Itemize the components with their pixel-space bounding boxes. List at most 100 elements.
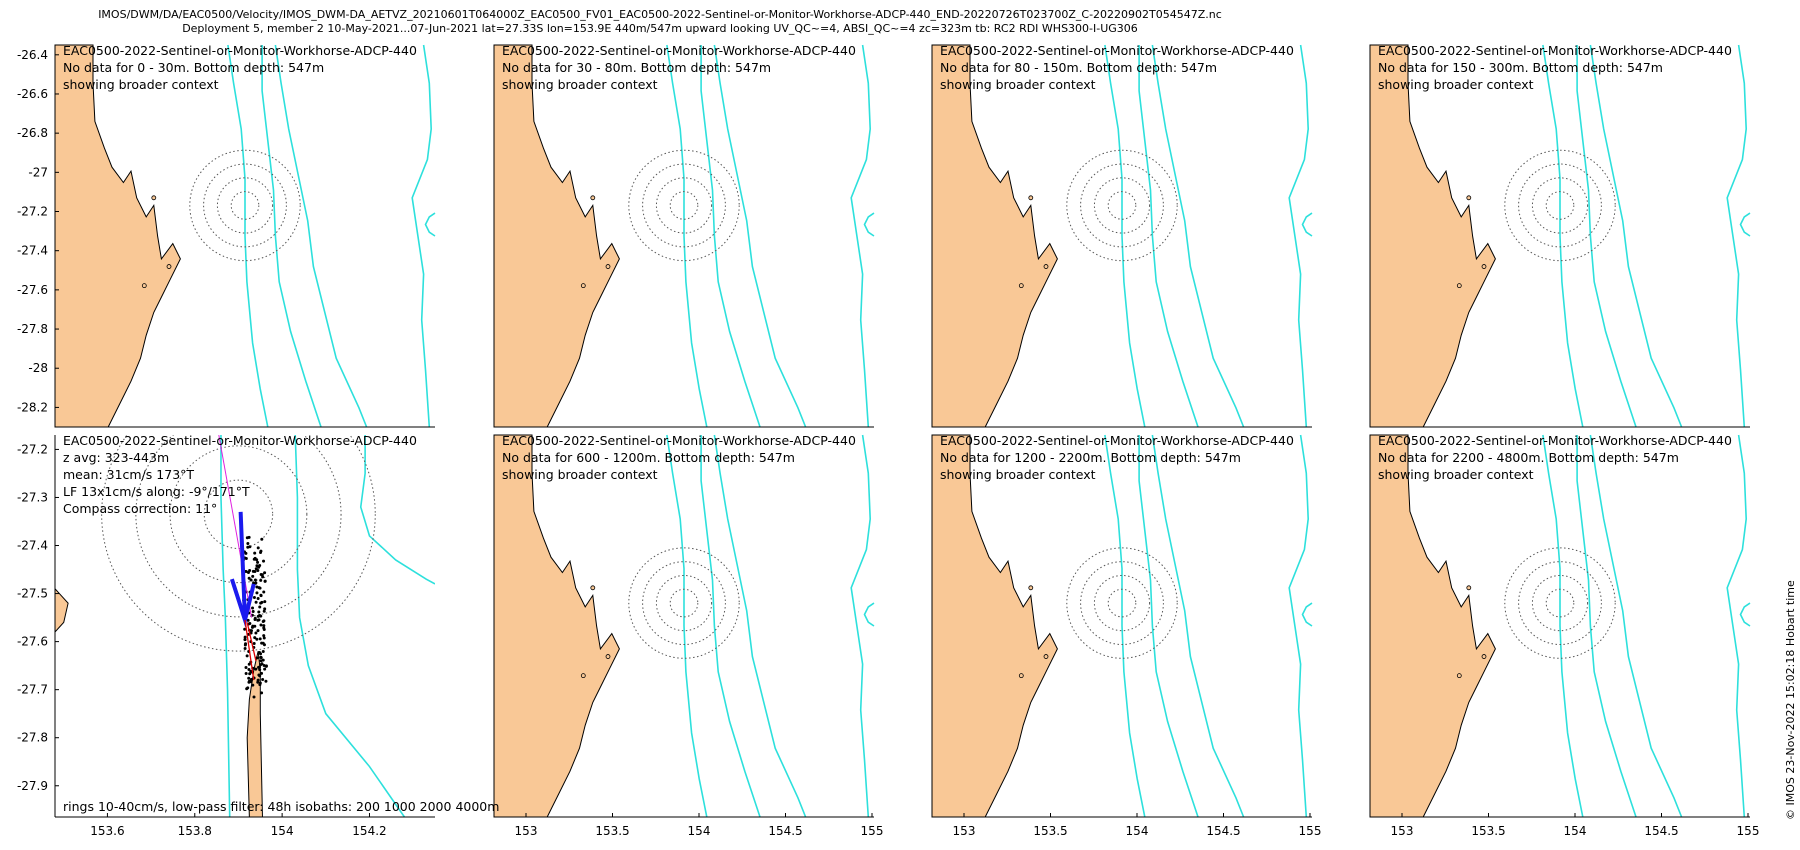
top-1-island-0	[151, 195, 157, 201]
bottom-4-xtick-label-3: 154.5	[1644, 824, 1678, 838]
bottom-2-xtick-label-1: 153.5	[595, 824, 629, 838]
bottom-1-point-165	[253, 578, 257, 582]
bottom-1-point-126	[262, 559, 266, 563]
bottom-3-island-1	[1043, 654, 1049, 659]
top-2-ring-1	[655, 177, 713, 234]
top-1-ring-3	[189, 149, 301, 262]
bottom-1-point-158	[254, 581, 258, 585]
bottom-1-point-145	[245, 536, 249, 540]
top-4-ring-0	[1545, 191, 1575, 220]
bottom-1-point-40	[243, 627, 247, 631]
bottom-1-point-154	[261, 650, 265, 654]
bottom-4-annotation-2: showing broader context	[1378, 467, 1534, 482]
bottom-3-isobath-1	[1138, 435, 1199, 818]
top-3-panel: EAC0500-2022-Sentinel-or-Monitor-Workhor…	[931, 43, 1313, 428]
bottom-4-ring-2	[1518, 561, 1602, 645]
bottom-1-annotation-0: EAC0500-2022-Sentinel-or-Monitor-Workhor…	[63, 433, 417, 448]
bottom-4-island-1	[1481, 654, 1487, 659]
bottom-1-point-153	[249, 680, 253, 684]
bottom-4-island-2	[1456, 673, 1462, 679]
bottom-2-xtick-label-4: 155	[861, 824, 884, 838]
figure-title-line2: Deployment 5, member 2 10-May-2021...07-…	[182, 22, 1138, 35]
top-2-isobath-1	[700, 45, 761, 428]
bottom-1-point-17	[262, 590, 266, 594]
top-2-ring-0	[669, 191, 699, 220]
bottom-3-xtick-label-0: 153	[953, 824, 976, 838]
bottom-1-mean-arrow	[238, 511, 247, 621]
bottom-2-annotation-2: showing broader context	[502, 467, 658, 482]
bottom-1-point-87	[255, 656, 259, 660]
top-3-ring-0	[1107, 191, 1137, 220]
top-4-ring-3	[1504, 149, 1616, 262]
top-4-panel: EAC0500-2022-Sentinel-or-Monitor-Workhor…	[1369, 43, 1751, 428]
top-1-ytick-label-1: -26.6	[17, 87, 48, 101]
bottom-1-ytick-label-3: -27.5	[17, 587, 48, 601]
bottom-2-isobath-2	[713, 434, 807, 818]
bottom-1-point-162	[253, 616, 257, 620]
bottom-4-xtick-label-4: 155	[1737, 824, 1760, 838]
bottom-1-point-69	[262, 626, 266, 630]
bottom-1-point-121	[251, 610, 255, 614]
bottom-2-isobath-4	[863, 602, 875, 627]
bottom-1-point-78	[252, 557, 256, 561]
top-3-isobath-0	[1104, 44, 1146, 428]
top-2-annotation-0: EAC0500-2022-Sentinel-or-Monitor-Workhor…	[502, 43, 856, 58]
top-1-ytick-label-5: -27.4	[17, 244, 48, 258]
bottom-4-xtick-label-0: 153	[1391, 824, 1414, 838]
bottom-1-annotation-4: Compass correction: 11°	[63, 501, 217, 516]
bottom-1-point-146	[243, 638, 247, 642]
bottom-3-isobath-0	[1104, 434, 1146, 818]
top-1-ytick-label-6: -27.6	[17, 283, 48, 297]
top-1-isobath-1	[261, 45, 322, 428]
bottom-4-ring-0	[1545, 588, 1575, 618]
figure-title-line1: IMOS/DWM/DA/EAC0500/Velocity/IMOS_DWM-DA…	[98, 8, 1222, 21]
bottom-3-panel: EAC0500-2022-Sentinel-or-Monitor-Workhor…	[931, 433, 1313, 818]
top-1-island-2	[141, 283, 147, 289]
bottom-1-point-97	[259, 551, 263, 555]
top-2-isobath-0	[666, 44, 708, 428]
top-1-ring-0	[230, 191, 260, 220]
bottom-2-xtick-label-2: 154	[688, 824, 711, 838]
bottom-1-point-118	[258, 683, 262, 687]
bottom-1-annotation-1: z avg: 323-443m	[63, 450, 169, 465]
bottom-1-point-41	[264, 679, 268, 683]
bottom-1-point-155	[256, 560, 260, 564]
top-1-isobath-2	[274, 44, 368, 428]
top-3-island-0	[1028, 195, 1034, 201]
bottom-3-ring-1	[1093, 574, 1151, 632]
bottom-1-point-63	[253, 551, 257, 555]
top-2-island-0	[590, 195, 596, 201]
bottom-1-isobath-0	[220, 435, 231, 817]
bottom-1-point-32	[262, 664, 266, 668]
bottom-2-panel: EAC0500-2022-Sentinel-or-Monitor-Workhor…	[493, 433, 875, 818]
bottom-1-point-166	[250, 677, 254, 681]
bottom-1-point-77	[263, 571, 267, 575]
bottom-1-point-159	[261, 658, 265, 662]
top-3-ring-2	[1080, 163, 1164, 248]
bottom-1-point-160	[247, 662, 251, 666]
bottom-1-point-105	[246, 686, 250, 690]
bottom-2-isobath-1	[700, 435, 761, 818]
bottom-1-point-106	[257, 610, 261, 614]
bottom-1-point-67	[258, 668, 262, 672]
top-3-annotation-2: showing broader context	[940, 77, 1096, 92]
bottom-2-ring-3	[628, 547, 740, 659]
bottom-4-isobath-0	[1542, 434, 1584, 818]
bottom-2-isobath-0	[666, 434, 708, 818]
bottom-4-island-0	[1466, 585, 1472, 591]
bottom-1-point-152	[259, 656, 263, 660]
top-2-isobath-3	[850, 44, 872, 428]
bottom-1-ytick-label-5: -27.7	[17, 683, 48, 697]
bottom-1-point-51	[251, 606, 255, 610]
top-3-annotation-0: EAC0500-2022-Sentinel-or-Monitor-Workhor…	[940, 43, 1294, 58]
bottom-1-point-75	[259, 601, 263, 605]
bottom-1-ytick-label-6: -27.8	[17, 731, 48, 745]
bottom-3-island-0	[1028, 585, 1034, 591]
top-1-isobath-0	[227, 44, 269, 428]
top-2-isobath-2	[713, 44, 807, 428]
top-1-ring-2	[203, 163, 287, 248]
top-3-land	[931, 44, 1058, 428]
bottom-1-point-82	[252, 695, 256, 699]
top-4-island-0	[1466, 195, 1472, 201]
bottom-4-ring-1	[1531, 574, 1589, 632]
